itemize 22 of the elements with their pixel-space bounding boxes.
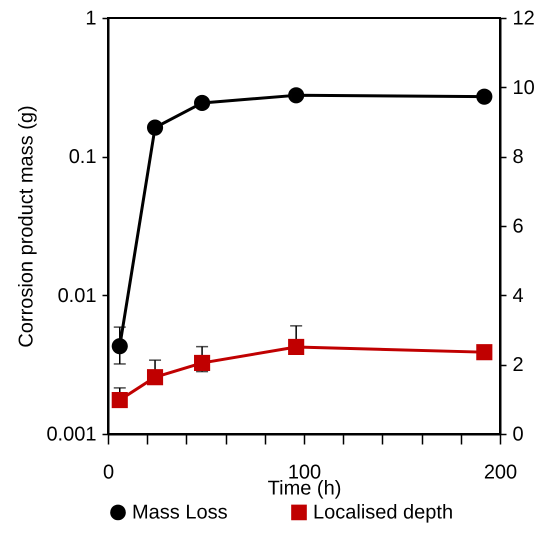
point (476, 88, 492, 105)
legend-label: Localised depth (313, 501, 454, 524)
y2-tick-label: 8 (512, 146, 524, 168)
point (112, 338, 128, 354)
y-tick-label: 1 (85, 8, 96, 30)
x-tick-label: 0 (102, 462, 114, 484)
point (194, 94, 210, 111)
x-axis-title: Time (h) (268, 478, 342, 500)
x-tick-label: 200 (484, 462, 518, 484)
legend-label: Mass Loss (132, 501, 228, 524)
y2-tick-label: 6 (512, 216, 524, 238)
y-tick-label: 0.01 (58, 284, 96, 307)
y2-tick-label: 4 (512, 284, 524, 307)
point (288, 87, 304, 104)
y-tick-label: 0.1 (68, 146, 96, 168)
y-axis-title: Corrosion product mass (g) (15, 105, 38, 348)
y2-tick-label: 12 (512, 8, 535, 30)
y2-tick-label: 2 (512, 354, 524, 376)
y-tick-label: 0.001 (46, 424, 96, 446)
point (146, 120, 164, 136)
y2-tick-label: 0 (512, 424, 524, 446)
y2-tick-label: 10 (512, 76, 535, 99)
